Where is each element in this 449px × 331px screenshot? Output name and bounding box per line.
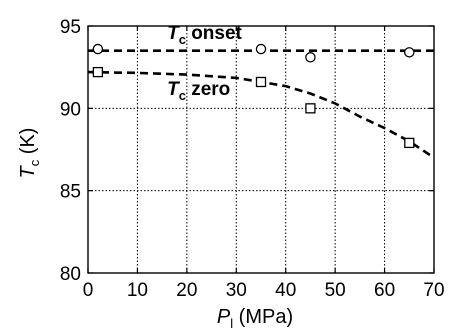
x-axis-title: Pl (MPa) [217,306,293,331]
x-tick-label: 40 [275,280,296,301]
marker-onset [305,52,316,63]
annotation-zero: Tc zero [167,79,230,103]
data-markers [92,43,415,149]
y-tick-label: 85 [60,182,81,203]
x-tick-label: 10 [127,280,148,301]
svg-text:Tc (K): Tc (K) [17,128,42,179]
marker-onset [255,43,267,55]
fit-line-zero [87,70,435,159]
fit-lines [87,49,435,159]
y-axis-title-unit: (K) [17,128,39,160]
x-tick-label: 70 [423,280,444,301]
y-axis-title-sub: c [27,159,42,166]
y-tick-label: 80 [60,264,81,285]
marker-zero [92,66,104,78]
annotation-main: T [167,23,180,44]
x-axis-title-unit: (MPa) [233,306,293,328]
y-axis-title: Tc (K) [17,128,42,179]
grid-lines [88,26,434,273]
marker-zero [404,137,415,149]
plot-frame [87,25,435,274]
annotation-rest: zero [186,79,230,100]
annotation-sub: c [179,88,186,103]
marker-zero [255,76,267,88]
marker-onset [404,47,415,58]
plot-border [87,25,435,274]
x-tick-label: 50 [325,280,346,301]
annotation-rest: onset [186,23,243,44]
y-axis-title-main: T [17,164,39,178]
y-tick-label: 90 [60,99,81,120]
x-tick-label: 30 [226,280,247,301]
y-tick-label: 95 [60,17,81,38]
x-tick-label: 0 [83,280,94,301]
annotation-main: T [167,79,180,100]
marker-zero [305,103,316,114]
annotation-onset: Tc onset [167,23,242,47]
x-axis-title-main: P [217,306,231,328]
annotation-sub: c [179,32,186,47]
marker-onset [92,43,104,55]
tick-labels: 0 10 20 30 40 50 60 70 80 85 90 95 [60,17,445,301]
x-tick-label: 60 [374,280,395,301]
x-axis-title-sub: l [230,316,233,331]
x-tick-label: 20 [176,280,197,301]
